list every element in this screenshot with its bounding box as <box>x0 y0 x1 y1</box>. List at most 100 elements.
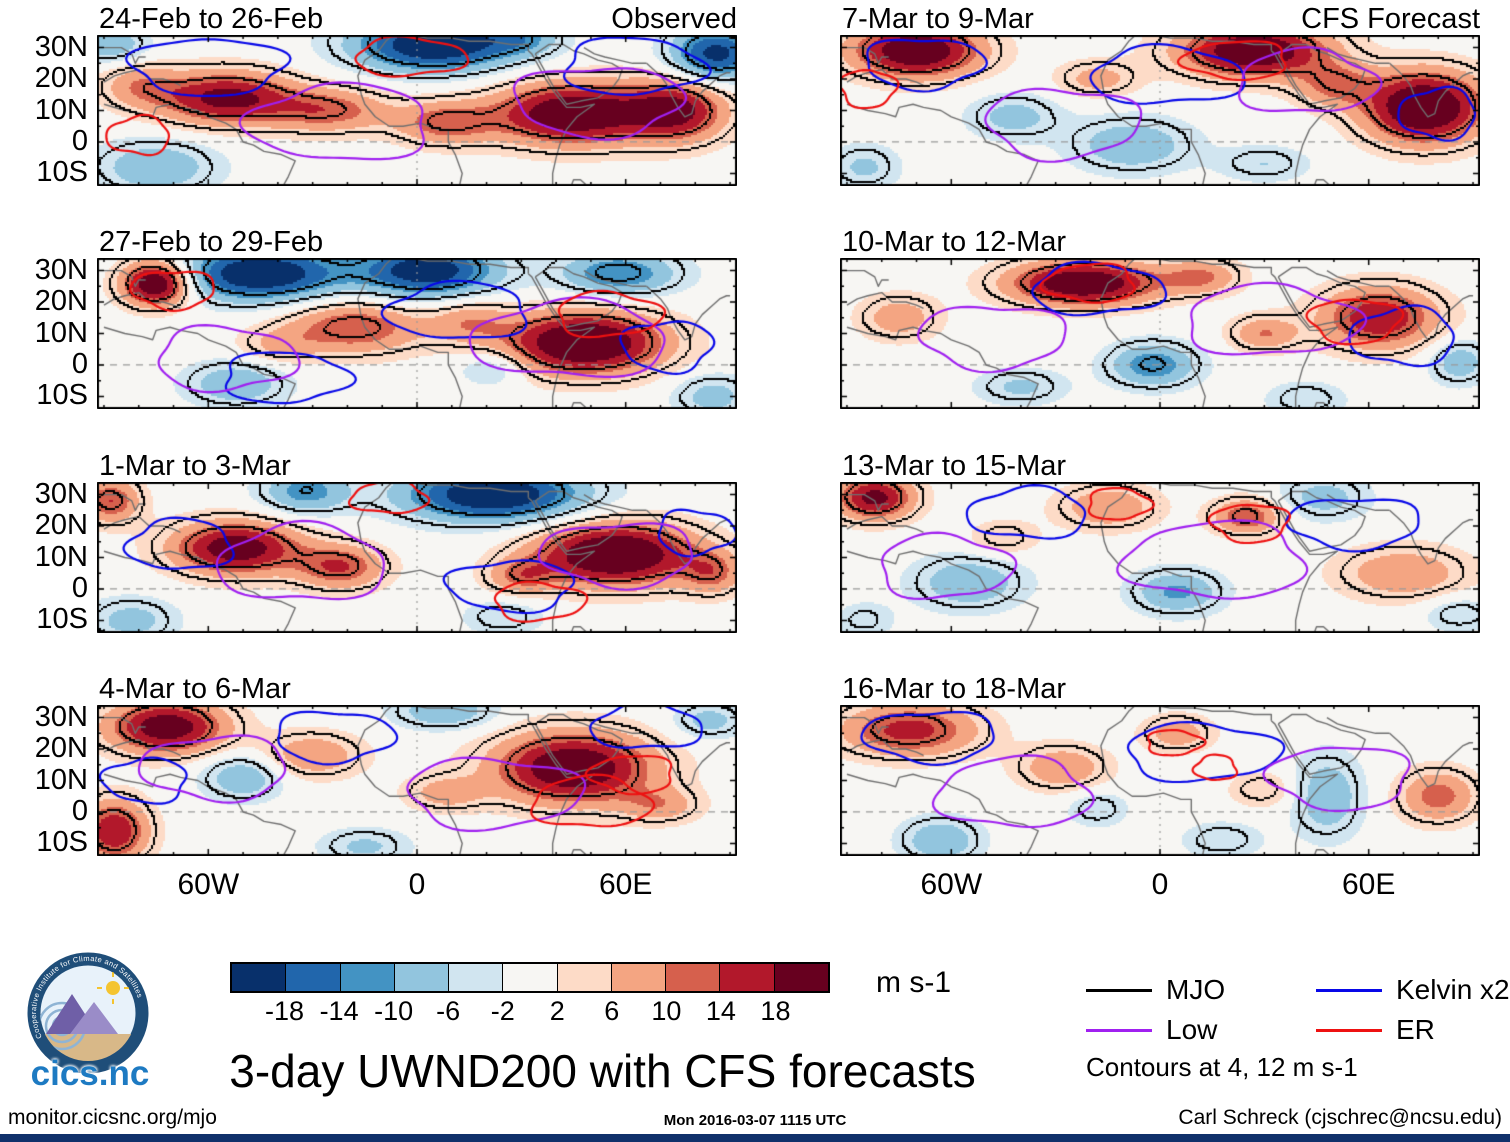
cics-logo: Cooperative Institute for Climate and Sa… <box>10 952 170 1102</box>
map-panel: 27-Feb to 29-Feb <box>97 226 737 409</box>
map-canvas <box>840 35 1480 186</box>
colorbar-cell <box>448 964 503 991</box>
map-canvas <box>97 705 737 856</box>
legend-label: Kelvin x2 <box>1396 974 1510 1005</box>
colorbar-cell <box>502 964 557 991</box>
panel-date-range: 16-Mar to 18-Mar <box>842 673 1067 705</box>
colorbar-tick-label: -18 <box>265 996 305 1026</box>
lat-tick-label: 10S <box>36 826 88 859</box>
colorbar-cell <box>773 964 828 991</box>
lon-tick-label: 60E <box>598 868 653 901</box>
panel-date-range: 4-Mar to 6-Mar <box>99 673 291 705</box>
colorbar-cell <box>610 964 666 991</box>
lat-tick-label: 0 <box>71 794 88 827</box>
map-panel: 1-Mar to 3-Mar <box>97 450 737 633</box>
map-canvas <box>840 482 1480 633</box>
colorbar-tick-label: 6 <box>604 996 620 1026</box>
map-panel: 4-Mar to 6-Mar <box>97 673 737 856</box>
lon-tick-label: 0 <box>1151 868 1169 901</box>
map-canvas <box>97 482 737 633</box>
legend-label: MJO <box>1166 974 1226 1005</box>
colorbar-tick-label: -14 <box>319 996 359 1026</box>
lat-tick-label: 30N <box>34 253 88 286</box>
legend-label: Low <box>1166 1014 1218 1045</box>
legend-item-er: ER <box>1316 1014 1510 1046</box>
lat-tick-label: 10S <box>36 603 88 636</box>
colorbar-tick-label: 18 <box>760 996 791 1026</box>
column-header: CFS Forecast <box>1301 3 1480 35</box>
map-canvas <box>840 258 1480 409</box>
lat-tick-label: 10N <box>34 540 88 573</box>
legend-line-er <box>1316 1028 1382 1032</box>
map-panel: 24-Feb to 26-Feb <box>97 3 737 186</box>
map-canvas <box>840 705 1480 856</box>
map-canvas <box>97 258 737 409</box>
legend-line-mjo <box>1086 988 1152 992</box>
cics-logo-brand: cics.nc <box>30 1054 150 1093</box>
column-header: Observed <box>611 3 737 35</box>
legend-item-low: Low <box>1086 1014 1316 1046</box>
colorbar-cell <box>719 964 774 991</box>
panel-date-range: 27-Feb to 29-Feb <box>99 226 324 258</box>
footer-timestamp: Mon 2016-03-07 1115 UTC <box>663 1112 847 1129</box>
contour-legend: MJO Low Kelvin x2 ER <box>1086 970 1510 1050</box>
bottom-bar <box>0 1134 1510 1142</box>
lat-tick-label: 30N <box>34 477 88 510</box>
lat-tick-label: 20N <box>34 509 88 542</box>
colorbar-unit-label: m s-1 <box>876 966 951 999</box>
legend-item-mjo: MJO <box>1086 974 1316 1006</box>
colorbar-tick-label: -2 <box>490 996 515 1026</box>
lat-tick-label: 10N <box>34 316 88 349</box>
footer-url: monitor.cicsnc.org/mjo <box>8 1106 217 1129</box>
lat-tick-label: 20N <box>34 732 88 765</box>
panel-date-range: 10-Mar to 12-Mar <box>842 226 1067 258</box>
colorbar-cell <box>393 964 449 991</box>
colorbar <box>230 962 830 993</box>
lon-tick-label: 60E <box>1341 868 1396 901</box>
contour-note: Contours at 4, 12 m s-1 <box>1086 1052 1358 1082</box>
legend-line-low <box>1086 1028 1152 1032</box>
figure-title: 3-day UWND200 with CFS forecasts <box>229 1045 976 1097</box>
colorbar-cell <box>339 964 394 991</box>
colorbar-cell <box>665 964 720 991</box>
lon-tick-label: 60W <box>177 868 240 901</box>
lat-tick-label: 30N <box>34 700 88 733</box>
map-panel: 10-Mar to 12-Mar <box>840 226 1480 409</box>
map-panel: 13-Mar to 15-Mar <box>840 450 1480 633</box>
colorbar-cell <box>285 964 340 991</box>
legend-label: ER <box>1396 1014 1435 1045</box>
legend-item-kelvin: Kelvin x2 <box>1316 974 1510 1006</box>
lat-tick-label: 0 <box>71 571 88 604</box>
lat-tick-label: 0 <box>71 347 88 380</box>
panel-date-range: 1-Mar to 3-Mar <box>99 450 291 482</box>
colorbar-tick-label: 10 <box>651 996 682 1026</box>
colorbar-cell <box>232 964 286 991</box>
panel-date-range: 7-Mar to 9-Mar <box>842 3 1034 35</box>
footer-contact: Carl Schreck (cjschrec@ncsu.edu) <box>1178 1106 1502 1129</box>
lat-tick-label: 10N <box>34 93 88 126</box>
lat-tick-label: 20N <box>34 62 88 95</box>
lon-tick-label: 60W <box>920 868 983 901</box>
panel-date-range: 24-Feb to 26-Feb <box>99 3 324 35</box>
map-canvas <box>97 35 737 186</box>
logo-sun-icon <box>106 981 120 995</box>
cics-logo-graphic: Cooperative Institute for Climate and Sa… <box>27 952 149 1074</box>
lat-tick-label: 20N <box>34 285 88 318</box>
lat-tick-label: 30N <box>34 30 88 63</box>
panel-date-range: 13-Mar to 15-Mar <box>842 450 1067 482</box>
lat-tick-label: 10S <box>36 379 88 412</box>
colorbar-tick-label: 2 <box>549 996 565 1026</box>
colorbar-cell <box>556 964 611 991</box>
lat-tick-label: 10N <box>34 763 88 796</box>
colorbar-tick-label: -10 <box>374 996 414 1026</box>
lat-tick-label: 0 <box>71 124 88 157</box>
colorbar-tick-label: -6 <box>436 996 461 1026</box>
lat-tick-label: 10S <box>36 156 88 189</box>
legend-line-kelvin <box>1316 988 1382 992</box>
logo-mountain-icon <box>70 1002 118 1034</box>
lon-tick-label: 0 <box>408 868 426 901</box>
colorbar-tick-label: 14 <box>705 996 736 1026</box>
map-panel: 16-Mar to 18-Mar <box>840 673 1480 856</box>
map-panel: 7-Mar to 9-Mar <box>840 3 1480 186</box>
